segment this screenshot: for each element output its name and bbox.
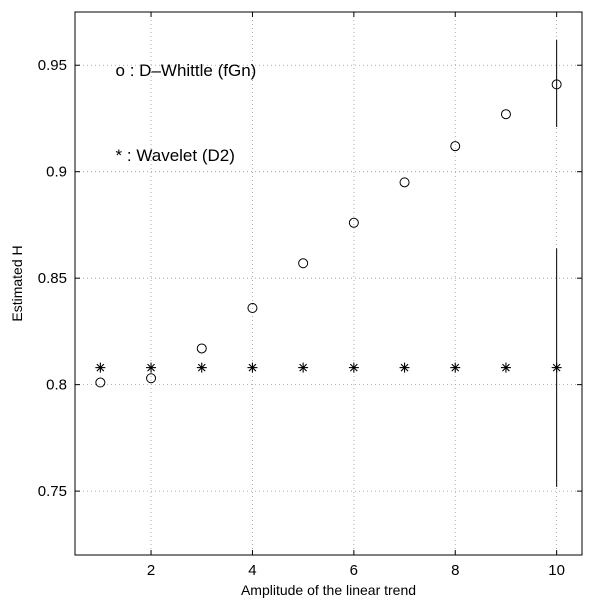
x-tick-label: 10 <box>548 562 565 579</box>
circle-point <box>146 373 157 384</box>
circle-point <box>450 141 461 152</box>
annotation-dwhittle: o : D–Whittle (fGn) <box>116 61 257 80</box>
annotation-wavelet: * : Wavelet (D2) <box>116 146 235 165</box>
x-tick-label: 2 <box>147 562 155 579</box>
y-tick-label: 0.85 <box>38 270 67 287</box>
circle-point <box>95 377 106 388</box>
y-tick-label: 0.95 <box>38 57 67 74</box>
circle-point <box>348 217 359 228</box>
circle-point <box>298 258 309 269</box>
series-layer <box>95 79 562 388</box>
circle-point <box>399 177 410 188</box>
asterisk-point <box>298 362 309 373</box>
y-tick-label: 0.75 <box>38 483 67 500</box>
circle-point <box>500 109 511 120</box>
asterisk-point <box>247 362 258 373</box>
x-tick-label: 8 <box>451 562 459 579</box>
plot-frame <box>74 11 583 556</box>
y-axis-label: Estimated H <box>9 245 25 321</box>
asterisk-point <box>196 362 207 373</box>
x-axis-label: Amplitude of the linear trend <box>241 582 416 598</box>
asterisk-point <box>95 362 106 373</box>
x-tick-label: 4 <box>248 562 256 579</box>
asterisk-point <box>146 362 157 373</box>
tick-layer: 2 4 6 8 10 0.75 0.8 0.85 0.9 0.95 <box>38 12 582 579</box>
y-tick-label: 0.9 <box>46 164 67 181</box>
circle-point <box>196 343 207 354</box>
asterisk-point <box>399 362 410 373</box>
asterisk-point <box>348 362 359 373</box>
x-tick-label: 6 <box>350 562 358 579</box>
y-tick-label: 0.8 <box>46 377 67 394</box>
circle-point <box>247 302 258 313</box>
grid-lines <box>75 12 582 555</box>
asterisk-point <box>500 362 511 373</box>
asterisk-point <box>450 362 461 373</box>
